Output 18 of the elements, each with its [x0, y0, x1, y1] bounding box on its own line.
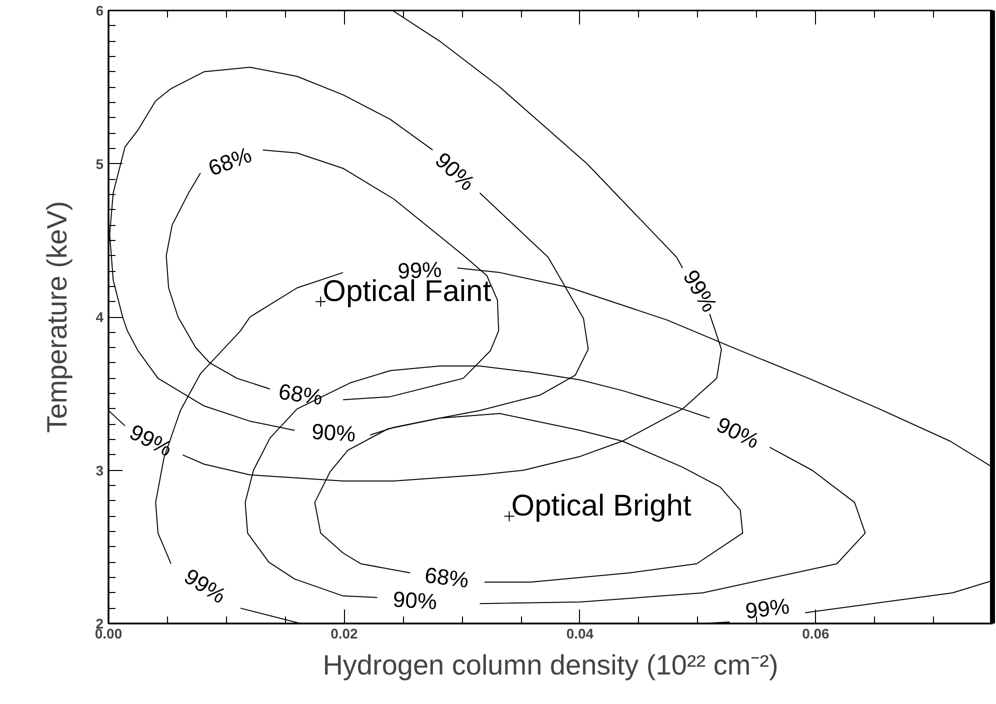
y-tick-label: 5 [96, 156, 104, 172]
annotation: 68% [277, 378, 324, 410]
annotation: 68% [204, 142, 255, 181]
x-axis-title: Hydrogen column density (10²² cm⁻²) [322, 650, 778, 680]
annotation: 99% [744, 593, 791, 624]
annotation: 90% [712, 412, 764, 454]
x-tick-label: 0.04 [566, 626, 594, 642]
y-tick-label: 3 [96, 462, 104, 478]
y-axis-title: Temperature (keV) [42, 201, 73, 433]
annotation: 90% [430, 147, 480, 196]
x-tick-label: 0.02 [330, 626, 358, 642]
y-tick-label: 4 [96, 309, 104, 325]
annotation: 90% [310, 418, 356, 447]
annotation: 99% [126, 419, 176, 462]
x-tick-label: 0.06 [802, 626, 830, 642]
annotation: Optical Bright [511, 490, 692, 523]
y-tick-label: 6 [96, 2, 104, 18]
annotation: 99% [180, 564, 230, 608]
